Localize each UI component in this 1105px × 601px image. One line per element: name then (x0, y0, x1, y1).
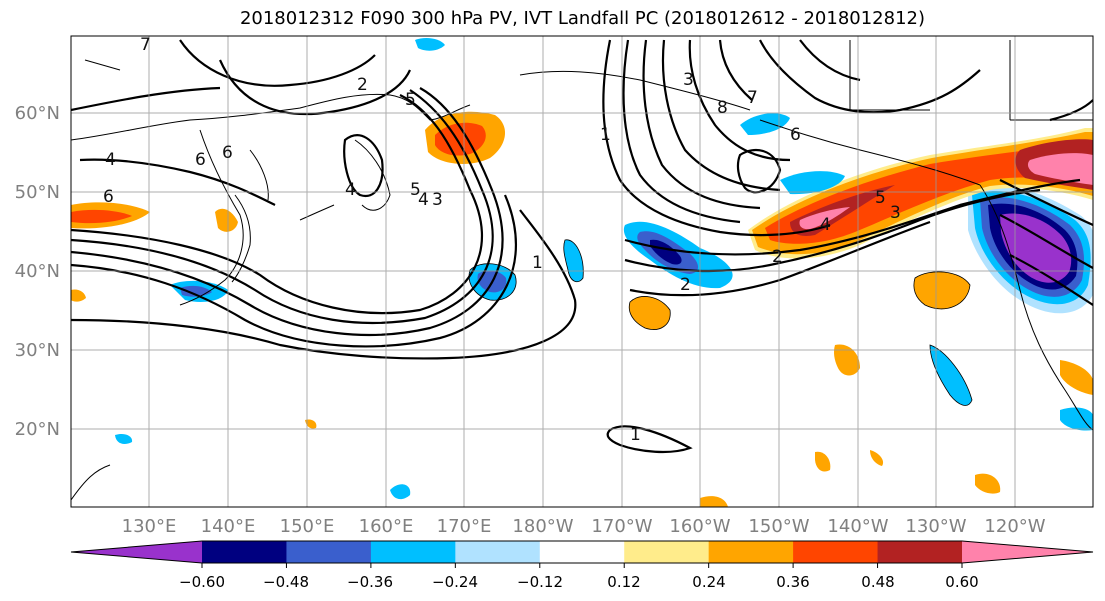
colorbar-segment (793, 541, 879, 563)
colorbar-tick-label: −0.48 (263, 573, 309, 591)
colorbar-tick-label: 0.60 (945, 573, 978, 591)
lat-label: 30°N (15, 340, 60, 361)
pv-contours (71, 39, 1093, 454)
lon-label: 170°W (591, 516, 652, 537)
figure-title: 2018012312 F090 300 hPa PV, IVT Landfall… (239, 8, 926, 29)
colorbar-tick-label: −0.60 (179, 573, 225, 591)
shading-layer (71, 37, 1093, 507)
contour-label: 6 (103, 187, 114, 207)
lon-label: 140°W (827, 516, 888, 537)
contour-label: 6 (222, 143, 233, 163)
lon-label: 160°E (359, 516, 414, 537)
colorbar-segment (286, 541, 372, 563)
colorbar-tick-label: −0.24 (432, 573, 478, 591)
contour-label: 2 (357, 75, 368, 95)
colorbar-segment (202, 541, 287, 563)
contour-label: 1 (630, 425, 641, 445)
contour-label-group: 7 2 5 6 5 4 4 3 1 6 6 1 8 7 6 3 5 4 2 2 (103, 35, 901, 445)
colorbar-tick-label: −0.12 (517, 573, 563, 591)
contour-label: 7 (140, 35, 151, 55)
lon-label: 170°E (437, 516, 492, 537)
colorbar-segment (370, 541, 456, 563)
colorbar-segment (624, 541, 710, 563)
contour-label: 3 (432, 190, 443, 210)
contour-label: 6 (195, 150, 206, 170)
lon-label: 180°W (512, 516, 573, 537)
map-panel: 7 2 5 6 5 4 4 3 1 6 6 1 8 7 6 3 5 4 2 2 (70, 35, 1094, 508)
contour-label: 7 (747, 88, 758, 108)
shading-outlines (468, 239, 973, 406)
contour-label: 3 (890, 203, 901, 223)
colorbar (70, 540, 1094, 568)
colorbar-segment (71, 541, 202, 563)
contour-label: 3 (683, 70, 694, 90)
contour-label: 4 (820, 215, 831, 235)
contour-label: 4 (418, 190, 429, 210)
contour-label: 5 (875, 188, 886, 208)
colorbar-tick-label: 0.24 (692, 573, 725, 591)
contour-label: 8 (717, 98, 728, 118)
gridlines (71, 36, 1093, 507)
contour-label: 4 (345, 180, 356, 200)
colorbar-tick-label: −0.36 (347, 573, 393, 591)
contour-label: 5 (405, 90, 416, 110)
lat-label: 20°N (15, 419, 60, 440)
colorbar-segment (455, 541, 541, 563)
contour-label: 6 (790, 125, 801, 145)
lon-label: 130°W (905, 516, 966, 537)
lon-label: 150°W (748, 516, 809, 537)
colorbar-segment (708, 541, 794, 563)
colorbar-tick-label: 0.12 (607, 573, 640, 591)
contour-label: 2 (680, 275, 691, 295)
lon-label: 120°W (984, 516, 1045, 537)
contour-label: 1 (600, 125, 611, 145)
colorbar-tick-label: 0.48 (861, 573, 894, 591)
contour-label: 1 (532, 253, 543, 273)
lat-label: 40°N (15, 261, 60, 282)
lat-label: 60°N (15, 103, 60, 124)
lon-label: 160°W (669, 516, 730, 537)
lat-label: 50°N (15, 182, 60, 203)
longitude-labels: 130°E 140°E 150°E 160°E 170°E 180°W 170°… (122, 516, 1046, 537)
colorbar-ticks: −0.60 −0.48 −0.36 −0.24 −0.12 0.12 0.24 … (179, 573, 979, 591)
colorbar-segment (877, 541, 963, 563)
colorbar-segment (962, 541, 1093, 563)
contour-label: 2 (772, 247, 783, 267)
latitude-labels: 60°N 50°N 40°N 30°N 20°N (15, 103, 60, 440)
lon-label: 130°E (122, 516, 177, 537)
lon-label: 140°E (201, 516, 256, 537)
colorbar-segment (539, 541, 625, 563)
lon-label: 150°E (280, 516, 335, 537)
map-frame (70, 35, 1094, 508)
colorbar-tick-label: 0.36 (776, 573, 809, 591)
contour-label: 5 (410, 180, 421, 200)
contour-label: 4 (105, 150, 116, 170)
